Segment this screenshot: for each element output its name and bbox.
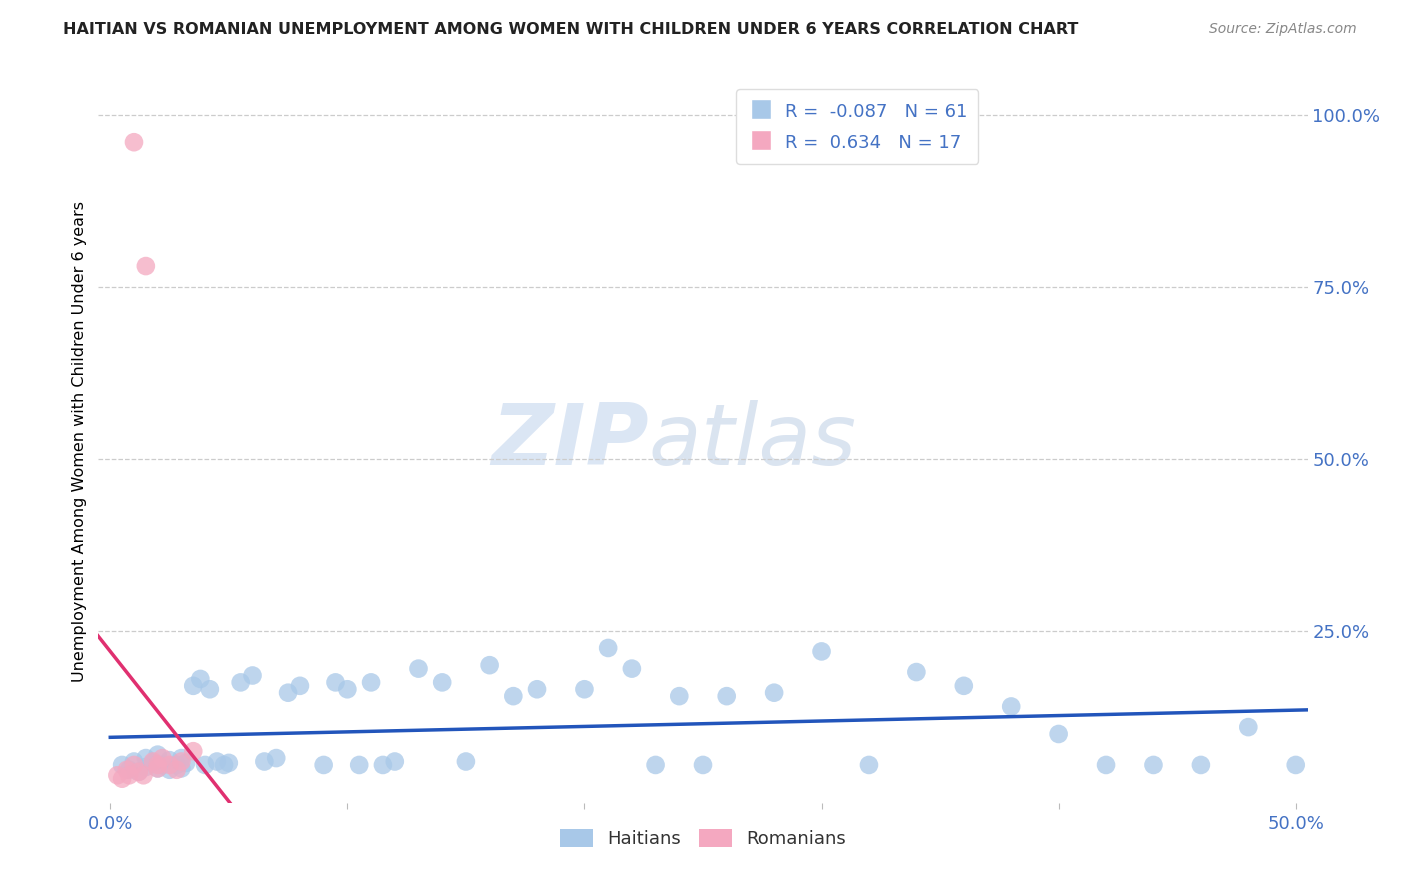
Point bbox=[668, 689, 690, 703]
Point bbox=[146, 758, 169, 772]
Point bbox=[312, 758, 335, 772]
Text: ZIP: ZIP bbox=[491, 400, 648, 483]
Point bbox=[194, 758, 217, 772]
Point bbox=[174, 756, 197, 770]
Point bbox=[205, 755, 228, 769]
Point bbox=[132, 768, 155, 782]
Point bbox=[111, 758, 134, 772]
Point bbox=[118, 768, 141, 782]
Point bbox=[128, 764, 150, 779]
Point bbox=[166, 758, 188, 772]
Point bbox=[166, 763, 188, 777]
Point bbox=[432, 675, 454, 690]
Point bbox=[159, 758, 181, 772]
Point bbox=[526, 682, 548, 697]
Point bbox=[242, 668, 264, 682]
Legend: Haitians, Romanians: Haitians, Romanians bbox=[553, 822, 853, 855]
Point bbox=[620, 662, 643, 676]
Point bbox=[111, 772, 134, 786]
Point bbox=[336, 682, 359, 697]
Point bbox=[122, 135, 145, 149]
Point bbox=[146, 761, 169, 775]
Point bbox=[212, 758, 235, 772]
Text: Source: ZipAtlas.com: Source: ZipAtlas.com bbox=[1209, 22, 1357, 37]
Point bbox=[118, 763, 141, 777]
Point bbox=[122, 755, 145, 769]
Point bbox=[1285, 758, 1308, 772]
Point bbox=[408, 662, 430, 676]
Point bbox=[454, 755, 477, 769]
Point bbox=[146, 761, 169, 775]
Point bbox=[181, 679, 204, 693]
Y-axis label: Unemployment Among Women with Children Under 6 years: Unemployment Among Women with Children U… bbox=[72, 201, 87, 682]
Point bbox=[288, 679, 311, 693]
Point bbox=[105, 768, 128, 782]
Point bbox=[277, 686, 299, 700]
Point bbox=[198, 682, 221, 697]
Point bbox=[360, 675, 382, 690]
Point bbox=[218, 756, 240, 770]
Point bbox=[253, 755, 276, 769]
Point bbox=[1095, 758, 1118, 772]
Point bbox=[264, 751, 287, 765]
Point bbox=[598, 640, 620, 655]
Point bbox=[142, 755, 165, 769]
Point bbox=[905, 665, 928, 679]
Point bbox=[229, 675, 252, 690]
Point bbox=[325, 675, 347, 690]
Point bbox=[170, 751, 193, 765]
Point bbox=[716, 689, 738, 703]
Point bbox=[181, 744, 204, 758]
Point bbox=[122, 758, 145, 772]
Point bbox=[1047, 727, 1070, 741]
Point bbox=[574, 682, 596, 697]
Point bbox=[128, 764, 150, 779]
Point bbox=[810, 644, 832, 658]
Point bbox=[371, 758, 394, 772]
Point bbox=[135, 760, 157, 774]
Point bbox=[1237, 720, 1260, 734]
Point bbox=[644, 758, 666, 772]
Point bbox=[858, 758, 880, 772]
Point bbox=[152, 751, 174, 765]
Point bbox=[115, 763, 138, 777]
Point bbox=[170, 761, 193, 775]
Point bbox=[763, 686, 786, 700]
Point bbox=[146, 747, 169, 762]
Point bbox=[1000, 699, 1022, 714]
Point bbox=[478, 658, 501, 673]
Point bbox=[159, 753, 181, 767]
Point bbox=[142, 756, 165, 770]
Point bbox=[692, 758, 714, 772]
Point bbox=[502, 689, 524, 703]
Point bbox=[152, 758, 174, 772]
Point bbox=[1142, 758, 1164, 772]
Text: atlas: atlas bbox=[648, 400, 856, 483]
Point bbox=[190, 672, 212, 686]
Point bbox=[347, 758, 370, 772]
Point bbox=[1189, 758, 1212, 772]
Point bbox=[170, 755, 193, 769]
Text: HAITIAN VS ROMANIAN UNEMPLOYMENT AMONG WOMEN WITH CHILDREN UNDER 6 YEARS CORRELA: HAITIAN VS ROMANIAN UNEMPLOYMENT AMONG W… bbox=[63, 22, 1078, 37]
Point bbox=[135, 259, 157, 273]
Point bbox=[159, 763, 181, 777]
Point bbox=[384, 755, 406, 769]
Point bbox=[952, 679, 974, 693]
Point bbox=[135, 751, 157, 765]
